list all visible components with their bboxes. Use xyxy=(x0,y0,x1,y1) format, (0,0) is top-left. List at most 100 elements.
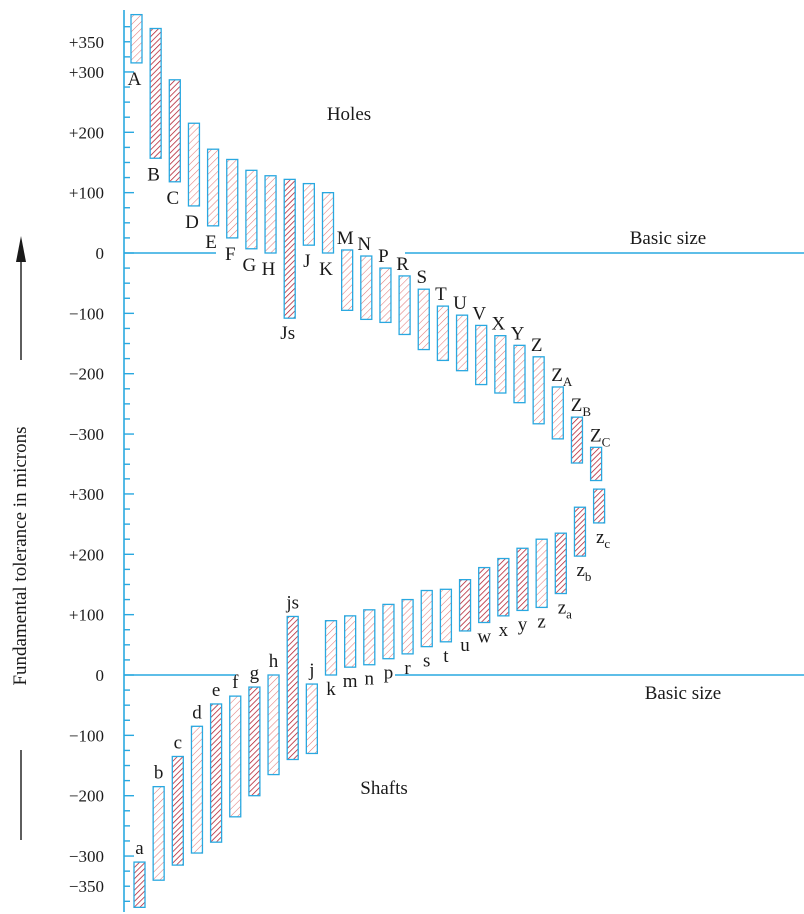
axis-ticks xyxy=(124,25,134,903)
basic-size-label-holes: Basic size xyxy=(630,228,707,249)
bar-label-K: K xyxy=(319,259,333,280)
bar-label-H: H xyxy=(262,259,276,280)
bar-label-N: N xyxy=(357,234,371,255)
shaft-bar-u xyxy=(458,578,472,632)
shaft-bar-s xyxy=(420,589,433,648)
tick-label: +300 xyxy=(69,63,104,82)
bar-label-Z: Z xyxy=(531,335,543,356)
shafts-label: Shafts xyxy=(360,778,408,799)
bar-label-U: U xyxy=(453,293,467,314)
bar-label-m: m xyxy=(343,671,358,692)
holes-label: Holes xyxy=(327,104,371,125)
bar-label-e: e xyxy=(212,680,220,701)
tick-label: +100 xyxy=(69,606,104,625)
bar-label-c: c xyxy=(174,732,182,753)
bar-label-s: s xyxy=(423,651,430,672)
shaft-bar-e xyxy=(209,703,223,843)
bar-label-za: za xyxy=(558,598,572,622)
bar-label-J: J xyxy=(303,251,310,272)
bar-label-ZB: ZB xyxy=(571,395,592,419)
axis-title-arrowhead xyxy=(16,236,26,262)
bar-label-d: d xyxy=(192,702,202,723)
shaft-bar-d xyxy=(190,725,204,854)
bar-label-u: u xyxy=(460,635,470,656)
bar-label-ZA: ZA xyxy=(551,365,573,389)
hole-bar-Z xyxy=(532,356,545,425)
bar-label-js: js xyxy=(285,592,299,613)
bar-label-R: R xyxy=(396,254,409,275)
tick-label: +100 xyxy=(69,184,104,203)
bar-label-y: y xyxy=(518,614,528,635)
bar-label-S: S xyxy=(416,267,427,288)
bar-label-g: g xyxy=(250,663,260,684)
shaft-bar-p xyxy=(382,603,395,660)
bar-label-F: F xyxy=(225,244,236,265)
tick-label: 0 xyxy=(96,666,105,685)
hole-bar-J xyxy=(302,182,316,246)
bar-label-n: n xyxy=(365,669,375,690)
bar-label-ZC: ZC xyxy=(590,425,610,449)
tick-label: +200 xyxy=(69,545,104,564)
hole-bar-ZB xyxy=(570,416,584,464)
bar-label-Js: Js xyxy=(280,323,295,344)
bar-label-A: A xyxy=(128,69,142,90)
bar-label-Y: Y xyxy=(511,323,525,344)
bar-label-f: f xyxy=(232,672,239,693)
tick-label: −200 xyxy=(69,365,104,384)
bar-label-x: x xyxy=(499,620,509,641)
shaft-bar-h xyxy=(267,674,280,776)
hole-bar-B xyxy=(149,27,162,159)
bar-label-M: M xyxy=(337,228,354,249)
shaft-bar-zb xyxy=(573,506,587,557)
axis-title: Fundamental tolerance in microns xyxy=(10,426,31,685)
shaft-bar-r xyxy=(401,598,414,655)
hole-bar-Y xyxy=(513,344,526,404)
hole-bar-ZA xyxy=(551,386,564,440)
bar-label-k: k xyxy=(326,679,336,700)
tick-label: 0 xyxy=(96,244,105,263)
tolerance-bars xyxy=(130,13,606,908)
tick-label: −100 xyxy=(69,304,104,323)
bar-label-T: T xyxy=(435,284,447,305)
bar-label-B: B xyxy=(147,164,160,185)
bar-label-h: h xyxy=(269,651,279,672)
hole-bar-Js xyxy=(283,178,296,319)
bar-label-G: G xyxy=(243,255,257,276)
hole-bar-K xyxy=(321,191,335,254)
shaft-bar-g xyxy=(248,686,261,797)
bar-label-w: w xyxy=(477,626,491,647)
shaft-bar-y xyxy=(516,547,529,612)
bar-label-zc: zc xyxy=(596,527,610,551)
shaft-bar-b xyxy=(152,785,165,881)
tick-label: −300 xyxy=(69,425,104,444)
tick-label: +350 xyxy=(69,33,104,52)
tick-label: +300 xyxy=(69,485,104,504)
shaft-bar-m xyxy=(343,615,357,668)
bar-label-P: P xyxy=(378,246,389,267)
bar-label-b: b xyxy=(154,763,164,784)
shaft-bar-f xyxy=(229,695,242,818)
shaft-bar-j xyxy=(305,683,319,755)
bar-label-a: a xyxy=(135,838,144,859)
bar-label-V: V xyxy=(472,303,486,324)
tick-label: −200 xyxy=(69,787,104,806)
shaft-bar-a xyxy=(133,861,146,908)
bar-label-D: D xyxy=(185,212,199,233)
bar-label-j: j xyxy=(308,660,314,681)
hole-bar-E xyxy=(206,148,220,227)
shaft-bar-zc xyxy=(592,488,606,524)
bar-label-z: z xyxy=(537,611,545,632)
hole-bar-ZC xyxy=(589,446,603,482)
hole-bar-H xyxy=(264,175,277,254)
hole-bar-D xyxy=(187,122,201,207)
tick-label: −100 xyxy=(69,726,104,745)
hole-bar-P xyxy=(379,267,392,324)
hole-bar-R xyxy=(398,275,411,336)
hole-bar-U xyxy=(455,314,469,372)
bar-label-t: t xyxy=(443,646,449,667)
shaft-bar-c xyxy=(171,755,184,866)
shaft-bar-z xyxy=(535,538,548,609)
tick-label: −350 xyxy=(69,877,104,896)
shaft-bar-k xyxy=(324,620,338,676)
hole-bar-S xyxy=(417,288,430,351)
